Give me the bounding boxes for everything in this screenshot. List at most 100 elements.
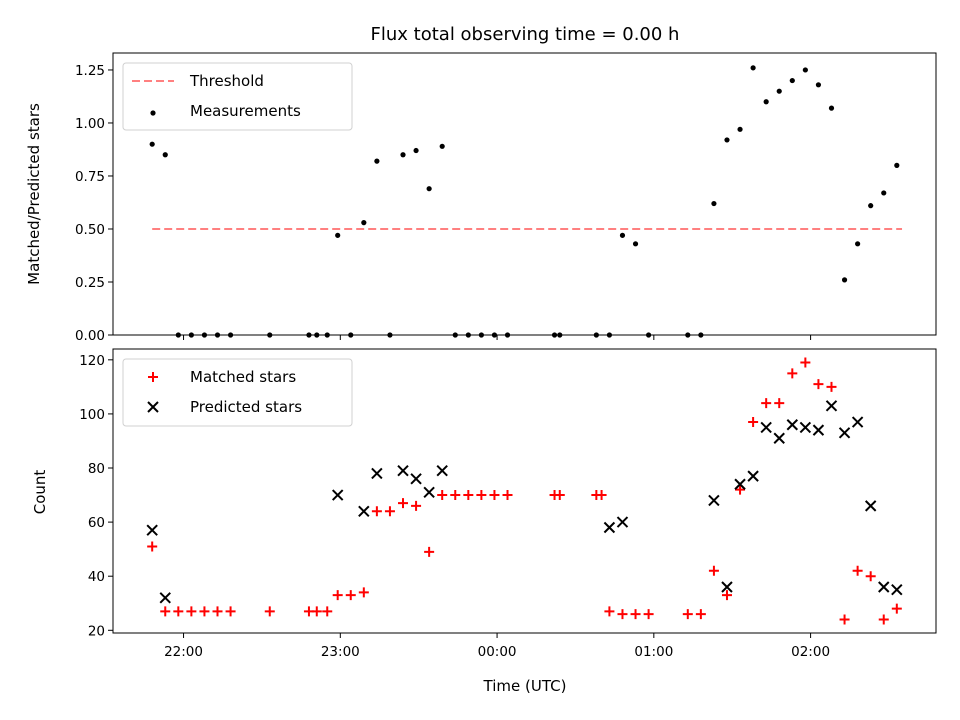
measurement-point	[789, 77, 795, 84]
measurement-point	[551, 332, 558, 338]
measurement-point	[214, 332, 221, 338]
top-panel: 0.00 0.25 0.50 0.75 1.00 1.25 Threshold Measure…	[75, 52, 937, 344]
measurement-point	[504, 332, 511, 338]
measurement-point	[646, 332, 652, 338]
legend-label: Matched stars	[190, 368, 296, 386]
measurement-point	[149, 141, 155, 147]
matched-star-point	[264, 606, 275, 617]
measurement-point	[188, 332, 194, 338]
predicted-star-point	[331, 489, 344, 501]
top-y-tick-label: 1.00	[75, 116, 105, 132]
matched-star-point	[147, 541, 158, 552]
measurement-point	[802, 67, 808, 73]
legend-label: Predicted stars	[190, 398, 302, 416]
bottom-y-tick-label: 80	[88, 461, 105, 477]
matched-star-point	[173, 606, 184, 617]
legend-matched-swatch	[148, 372, 158, 382]
bottom-y-tick-label: 60	[88, 515, 105, 531]
measurement-point	[763, 99, 769, 105]
matched-star-point	[322, 606, 333, 617]
bottom-y-tick-label: 20	[88, 623, 105, 639]
legend-label: Measurements	[190, 102, 301, 120]
legend-predicted-swatch	[147, 401, 159, 413]
matched-star-point	[708, 565, 719, 576]
measurement-point	[632, 241, 639, 247]
measurement-point	[841, 277, 848, 283]
predicted-star-point	[436, 465, 448, 477]
measurement-point	[426, 186, 432, 192]
top-y-tick-label: 0.25	[75, 275, 105, 291]
measurement-point	[776, 88, 782, 94]
measurement-point	[698, 332, 704, 338]
measurement-point	[737, 126, 743, 132]
top-y-tick-label: 0.00	[75, 328, 105, 344]
predicted-star-point	[358, 505, 370, 517]
measurement-point	[855, 241, 861, 247]
predicted-star-point	[786, 419, 799, 431]
predicted-star-point	[760, 421, 772, 434]
predicted-star-point	[397, 465, 409, 477]
measurement-point	[439, 143, 445, 149]
matched-star-point	[617, 609, 628, 620]
matched-star-point	[489, 490, 500, 501]
measurement-point	[750, 65, 756, 71]
matched-star-point	[199, 606, 210, 617]
x-tick-label: 01:00	[634, 644, 673, 660]
measurement-point	[478, 332, 484, 338]
matched-star-point	[384, 506, 395, 517]
matched-star-point	[682, 609, 693, 620]
x-axis-label: Time (UTC)	[483, 677, 567, 695]
matched-star-point	[411, 500, 422, 511]
bottom-y-tick-label: 120	[79, 353, 105, 369]
measurement-point	[828, 105, 835, 111]
y-axis-label-top: Matched/Predicted stars	[25, 103, 43, 285]
top-y-tick-label: 0.50	[75, 222, 105, 238]
measurement-point	[387, 332, 393, 338]
predicted-star-point	[891, 584, 903, 596]
measurement-point	[348, 332, 354, 338]
measurement-point	[314, 332, 320, 338]
bottom-data	[146, 357, 903, 625]
measurement-point	[400, 152, 406, 158]
measurement-point	[374, 158, 380, 164]
bottom-axes-frame	[112, 348, 937, 634]
matched-star-point	[774, 398, 785, 409]
bottom-y-tick-label: 100	[79, 407, 105, 423]
matched-star-point	[695, 609, 706, 620]
predicted-star-point	[616, 516, 629, 528]
matched-star-point	[554, 490, 565, 501]
measurement-point	[724, 137, 730, 143]
matched-star-point	[371, 506, 382, 517]
measurement-point	[606, 332, 613, 338]
matched-star-point	[502, 490, 513, 501]
measurement-point	[881, 190, 887, 196]
measurement-point	[201, 332, 208, 338]
measurement-point	[491, 332, 498, 338]
matched-star-point	[212, 606, 223, 617]
legend-label: Threshold	[189, 72, 264, 90]
x-tick-label: 22:00	[164, 644, 203, 660]
matched-star-point	[826, 381, 837, 392]
matched-star-point	[476, 490, 487, 501]
measurement-point	[685, 332, 691, 338]
measurement-point	[306, 332, 312, 338]
matched-star-point	[721, 590, 732, 601]
predicted-star-point	[410, 473, 422, 485]
top-legend-box	[122, 62, 353, 131]
matched-star-point	[398, 498, 409, 509]
predicted-star-point	[371, 467, 383, 480]
matched-star-point	[787, 368, 798, 379]
predicted-star-point	[159, 592, 171, 604]
predicted-star-point	[864, 500, 877, 512]
measurement-point	[361, 220, 367, 226]
matched-star-point	[813, 379, 824, 390]
predicted-star-point	[825, 400, 838, 412]
matched-star-point	[852, 565, 863, 576]
matched-star-point	[839, 614, 850, 625]
measurement-point	[267, 332, 273, 338]
top-y-tick-label: 1.25	[75, 63, 105, 79]
predicted-star-point	[812, 424, 825, 436]
matched-star-point	[643, 609, 654, 620]
bottom-legend: Matched stars Predicted stars	[122, 358, 353, 427]
measurement-point	[324, 332, 330, 338]
